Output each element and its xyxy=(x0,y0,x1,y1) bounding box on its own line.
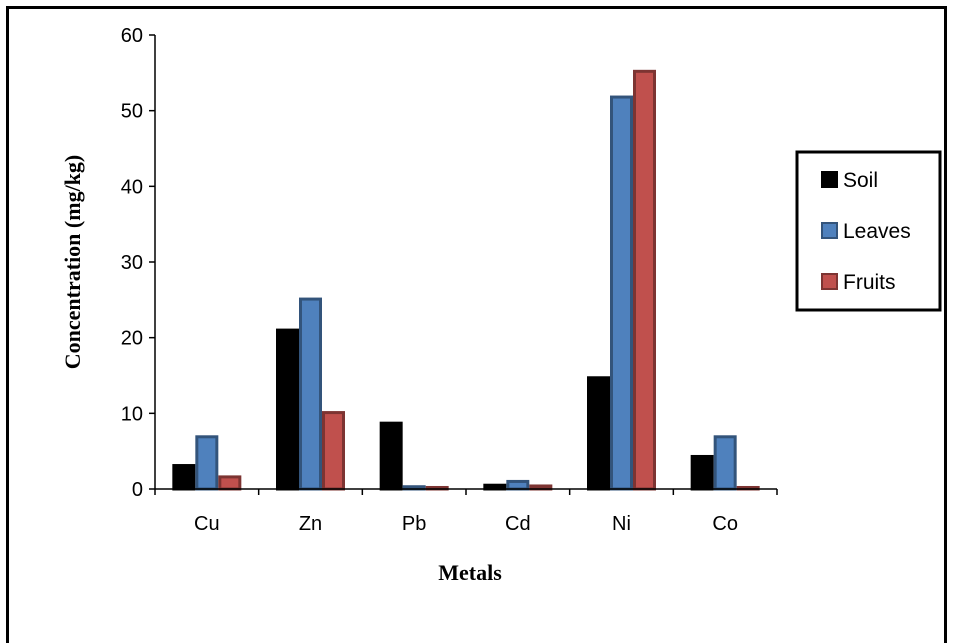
bar-soil-ni xyxy=(587,376,610,491)
chart-frame xyxy=(6,6,947,643)
legend-swatch-leaves xyxy=(821,222,838,239)
y-tick-label: 30 xyxy=(121,252,143,274)
bar-leaves-cu xyxy=(195,435,219,491)
bar-leaves-ni xyxy=(610,95,633,491)
bar-soil-zn xyxy=(276,328,299,491)
axes xyxy=(154,35,777,490)
bar-soil-co xyxy=(690,454,714,491)
bar-soil-pb xyxy=(379,421,403,491)
y-tick-label: 40 xyxy=(121,176,143,198)
bar-fruits-ni xyxy=(633,69,656,491)
legend-label-soil: Soil xyxy=(843,169,878,192)
legend-items: Soil Leaves Fruits xyxy=(821,169,911,294)
x-tick-label: Ni xyxy=(612,513,631,535)
legend-swatch-fruits xyxy=(821,273,838,290)
bar-fruits-cu xyxy=(218,475,242,491)
y-tick-label: 10 xyxy=(121,403,143,425)
y-tick-label: 60 xyxy=(121,25,143,47)
y-tick-label: 20 xyxy=(121,328,143,350)
y-axis-title: Concentration (mg/kg) xyxy=(60,155,85,369)
bar-soil-cu xyxy=(172,464,196,491)
legend-swatch-soil xyxy=(821,171,838,188)
x-axis-labels: Cu Zn Pb Cd Ni Co xyxy=(194,513,738,535)
x-tick-label: Pb xyxy=(402,513,426,535)
legend: Soil Leaves Fruits xyxy=(795,150,942,312)
legend-label-leaves: Leaves xyxy=(843,220,911,243)
y-tick-label: 0 xyxy=(132,479,143,501)
x-tick-label: Cd xyxy=(505,513,531,535)
x-tick-label: Co xyxy=(712,513,738,535)
bar-leaves-cd xyxy=(506,479,530,491)
legend-box xyxy=(795,150,942,312)
x-axis-title: Metals xyxy=(438,560,502,585)
bar-fruits-zn xyxy=(322,411,345,491)
y-axis-ticks: 0 10 20 30 40 50 60 xyxy=(121,25,778,501)
bar-leaves-zn xyxy=(299,297,322,491)
y-tick-label: 50 xyxy=(121,101,143,123)
bar-leaves-co xyxy=(713,435,737,491)
bars xyxy=(172,69,760,491)
legend-label-fruits: Fruits xyxy=(843,271,896,294)
x-tick-label: Cu xyxy=(194,513,220,535)
x-tick-label: Zn xyxy=(299,513,322,535)
